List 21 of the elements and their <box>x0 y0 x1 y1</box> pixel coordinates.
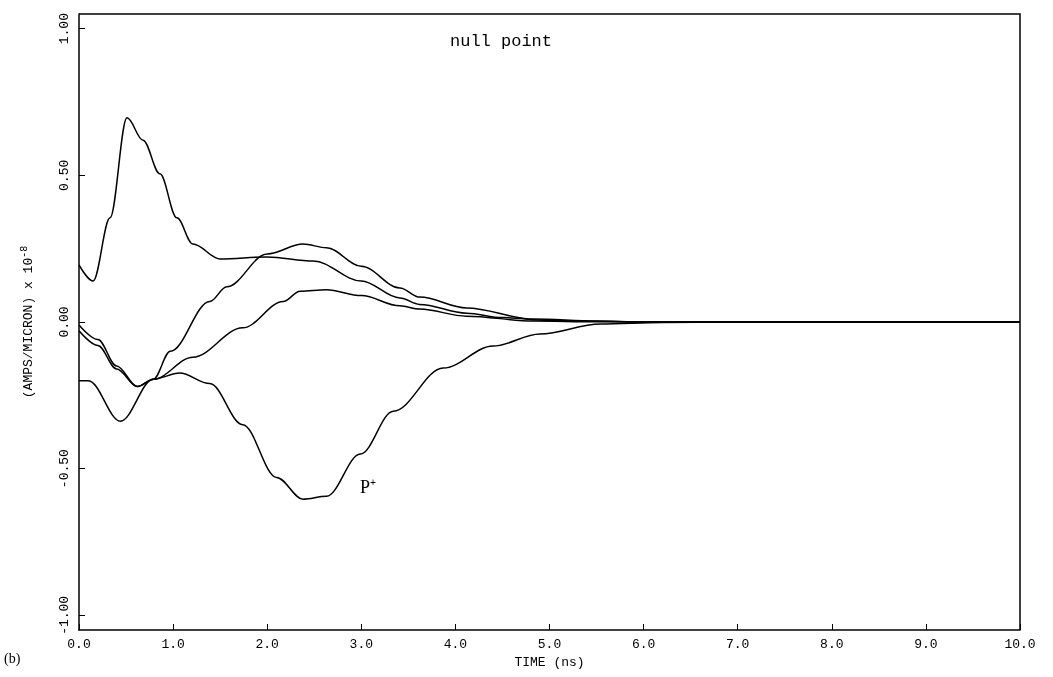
y-tick-label: 0.50 <box>57 159 72 191</box>
x-tick-label: 4.0 <box>443 637 468 652</box>
x-tick-label: 3.0 <box>349 637 373 652</box>
x-tick-label: 0.0 <box>67 637 91 652</box>
y-tick-label: 1.00 <box>57 13 72 45</box>
x-tick-label: 1.0 <box>161 637 185 652</box>
y-tick-label: -0.50 <box>57 449 72 489</box>
x-tick-label: 10.0 <box>1004 637 1036 652</box>
x-tick-label: 6.0 <box>631 637 656 652</box>
annotation: P+ <box>360 477 377 497</box>
x-tick-label: 8.0 <box>820 637 844 652</box>
text: null point <box>450 32 553 51</box>
y-tick-label: -1.00 <box>57 595 72 635</box>
x-axis-title: TIME (ns) <box>514 654 585 670</box>
x-tick-label: 9.0 <box>914 637 938 652</box>
x-tick-label: 5.0 <box>537 637 562 652</box>
y-tick-label: 0.00 <box>57 306 72 338</box>
text: (b) <box>4 650 21 667</box>
y-axis-title: (AMPS/MICRON) x 10-8 <box>18 245 36 399</box>
x-tick-label: 7.0 <box>726 637 750 652</box>
x-tick-label: 2.0 <box>255 637 279 652</box>
